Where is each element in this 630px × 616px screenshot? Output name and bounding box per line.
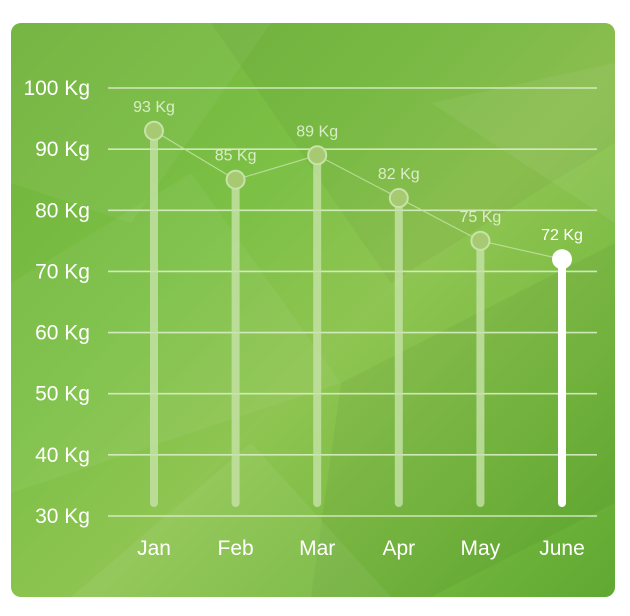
y-tick-label: 40 Kg xyxy=(35,444,90,467)
data-point-apr[interactable] xyxy=(388,188,409,209)
y-tick-label: 30 Kg xyxy=(35,505,90,528)
data-point-feb[interactable] xyxy=(225,169,246,190)
value-label: 89 Kg xyxy=(296,123,338,140)
data-point-mar[interactable] xyxy=(307,145,328,166)
data-point-may[interactable] xyxy=(470,230,491,251)
x-tick-label[interactable]: Feb xyxy=(218,537,254,560)
x-tick-label[interactable]: Mar xyxy=(299,537,335,560)
x-tick-label[interactable]: May xyxy=(461,537,501,560)
data-point-june[interactable] xyxy=(552,249,572,270)
weight-chart-card: 30 Kg 40 Kg 50 Kg 60 Kg 70 Kg 80 Kg 90 Kg 100 K… xyxy=(11,23,615,597)
y-tick-label: 70 Kg xyxy=(35,260,90,283)
data-point-jan[interactable] xyxy=(144,120,164,141)
value-label: 93 Kg xyxy=(133,99,175,116)
value-label: 72 Kg xyxy=(541,227,583,244)
trend-polyline xyxy=(153,130,563,260)
background-pattern xyxy=(11,23,615,597)
x-tick-label[interactable]: Jan xyxy=(137,537,171,560)
x-tick-label[interactable]: June xyxy=(539,537,585,560)
value-labels: 93 Kg 85 Kg 89 Kg 82 Kg 75 Kg 72 Kg xyxy=(133,99,583,244)
trend-line xyxy=(153,130,563,260)
y-tick-label: 60 Kg xyxy=(35,322,90,345)
y-tick-label: 100 Kg xyxy=(23,77,90,100)
x-tick-label[interactable]: Apr xyxy=(382,537,415,560)
y-tick-label: 90 Kg xyxy=(35,138,90,161)
y-tick-label: 80 Kg xyxy=(35,199,90,222)
y-axis-labels: 30 Kg 40 Kg 50 Kg 60 Kg 70 Kg 80 Kg 90 Kg 100 K… xyxy=(23,77,90,528)
bars xyxy=(150,126,566,507)
value-label: 82 Kg xyxy=(378,166,420,183)
value-label: 75 Kg xyxy=(459,209,501,226)
value-label: 85 Kg xyxy=(215,148,257,165)
y-tick-label: 50 Kg xyxy=(35,383,90,406)
data-points xyxy=(144,120,572,270)
bar-chart: 30 Kg 40 Kg 50 Kg 60 Kg 70 Kg 80 Kg 90 Kg 100 K… xyxy=(23,77,597,560)
x-axis-labels: Jan Feb Mar Apr May June xyxy=(137,537,585,560)
grid-lines xyxy=(108,87,597,517)
